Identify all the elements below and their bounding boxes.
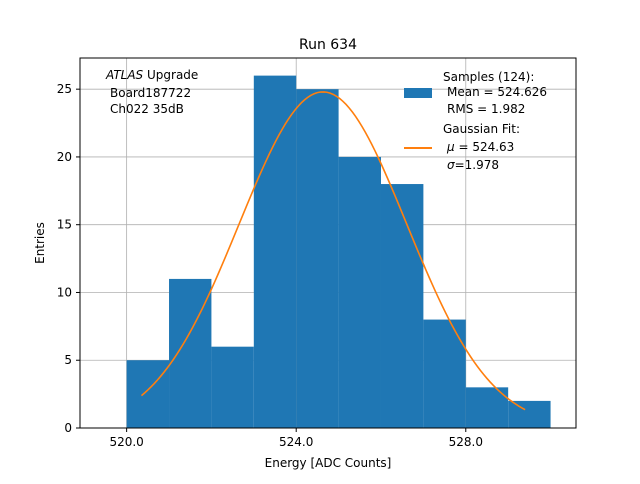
gaussian-fit (140, 91, 526, 411)
histogram-bar (423, 319, 466, 428)
annotation-box: ATLAS Upgrade Board187722 Ch022 35dB (105, 68, 198, 116)
upgrade-label: Upgrade (143, 68, 198, 82)
chart-title: Run 634 (299, 37, 357, 53)
sigma-value: =1.978 (455, 158, 499, 172)
histogram-bar (380, 184, 424, 428)
legend-fit-label: Gaussian Fit: (443, 122, 520, 136)
histogram-bar (465, 387, 509, 428)
legend: Samples (124): Mean = 524.626 RMS = 1.98… (404, 70, 547, 172)
histogram-bar (508, 400, 551, 428)
y-tick-label: 5 (64, 353, 72, 367)
x-tick-label: 528.0 (449, 435, 483, 449)
y-tick-label: 0 (64, 421, 72, 435)
legend-mean-label: Mean = 524.626 (447, 85, 547, 99)
y-tick-label: 25 (57, 82, 72, 96)
y-tick-label: 15 (57, 218, 72, 232)
histogram-bar (296, 89, 339, 429)
x-tick-label: 524.0 (279, 435, 313, 449)
y-tick-label: 20 (57, 150, 72, 164)
atlas-label: ATLAS (105, 68, 144, 82)
annotation-experiment: ATLAS Upgrade (105, 68, 198, 82)
axis-ticks: 520.0 524.0 528.0 0 5 10 15 20 25 (57, 82, 483, 449)
histogram-bars (126, 75, 551, 429)
mu-symbol: μ (446, 140, 455, 154)
histogram-bar (338, 156, 381, 428)
plot-frame (79, 57, 577, 429)
annotation-channel: Ch022 35dB (110, 102, 184, 116)
mu-value: = 524.63 (455, 140, 515, 154)
sigma-symbol: σ (447, 158, 455, 172)
legend-histogram-swatch (404, 88, 432, 98)
annotation-board: Board187722 (110, 86, 191, 100)
x-tick-label: 520.0 (109, 435, 143, 449)
legend-rms-label: RMS = 1.982 (447, 102, 525, 116)
legend-fit-sigma: σ=1.978 (447, 158, 499, 172)
x-axis-label: Energy [ADC Counts] (265, 456, 392, 470)
histogram-bar (253, 75, 297, 428)
y-tick-label: 10 (57, 285, 72, 299)
y-axis-label: Entries (33, 222, 47, 264)
legend-fit-mu: μ = 524.63 (446, 140, 514, 154)
histogram-bar (126, 360, 170, 428)
fit-curve (140, 91, 526, 411)
histogram-bar (211, 346, 254, 428)
legend-samples-label: Samples (124): (443, 70, 534, 84)
